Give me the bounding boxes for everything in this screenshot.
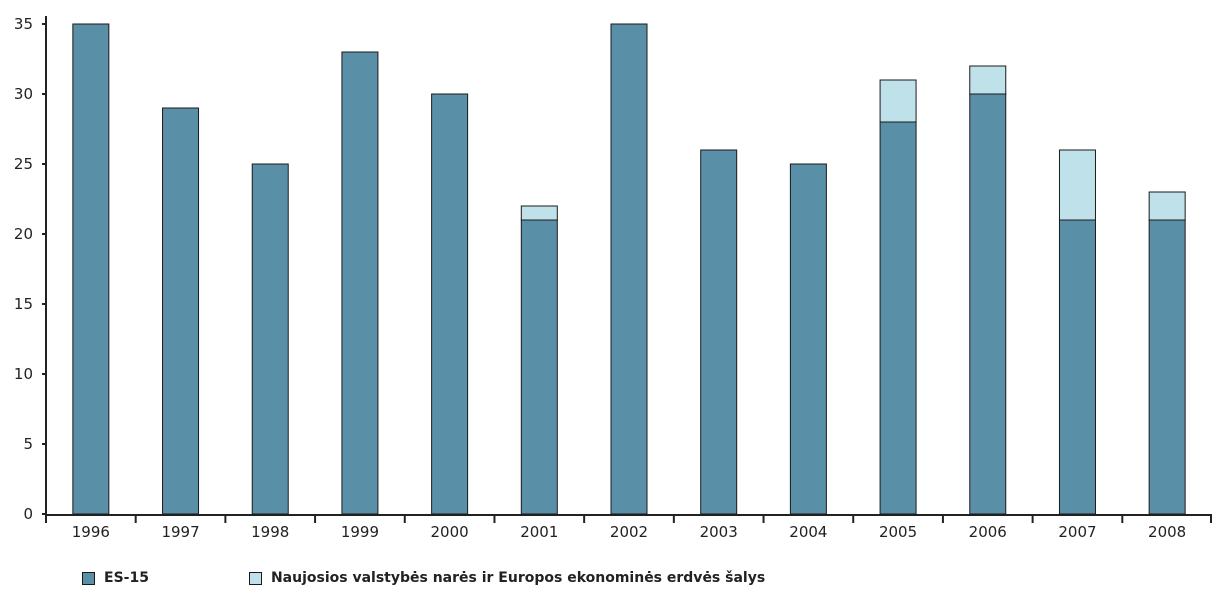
bar-es15 [969, 93, 1007, 515]
bar-es15 [431, 93, 469, 515]
bar-es15 [789, 163, 827, 515]
legend-label-es15: ES-15 [104, 570, 149, 586]
bar-es15 [341, 51, 379, 515]
y-tick-label: 30 [14, 85, 33, 103]
bar-es15 [520, 219, 558, 515]
y-tick-label: 5 [23, 435, 33, 453]
y-tick-label: 25 [14, 155, 33, 173]
bar-es15 [610, 23, 648, 515]
x-tick-label: 1997 [161, 523, 199, 541]
x-tick-label: 2005 [879, 523, 917, 541]
bar-new-members [1058, 149, 1096, 221]
legend-swatch-es15 [82, 571, 95, 585]
x-tick-label: 2000 [431, 523, 469, 541]
legend-swatch-new-members [248, 571, 262, 585]
bar-new-members [1148, 191, 1186, 221]
x-tick-label: 2003 [700, 523, 738, 541]
x-tick-label: 2006 [969, 523, 1007, 541]
x-tick-label: 2008 [1148, 523, 1186, 541]
bar-new-members [520, 205, 558, 221]
bar-es15 [162, 107, 200, 515]
bars [72, 23, 1186, 515]
y-axis: 0 5 10 15 20 25 30 35 [14, 15, 47, 523]
x-tick-label: 2004 [789, 523, 827, 541]
y-tick-label: 35 [14, 15, 33, 33]
x-tick-label: 2007 [1058, 523, 1096, 541]
legend-label-new-members: Naujosios valstybės narės ir Europos eko… [270, 570, 766, 586]
bar-es15 [72, 23, 110, 515]
bar-new-members [969, 65, 1007, 95]
x-tick-label: 1999 [341, 523, 379, 541]
bar-es15 [251, 163, 289, 515]
y-tick-label: 20 [14, 225, 33, 243]
x-tick-label: 1996 [72, 523, 110, 541]
y-tick-label: 0 [23, 505, 33, 523]
bar-new-members [879, 79, 917, 123]
legend: ES-15 Naujosios valstybės narės ir Europ… [82, 568, 765, 588]
x-tick-label: 2001 [520, 523, 558, 541]
x-tick-label: 1998 [251, 523, 289, 541]
legend-item-es15: ES-15 [82, 570, 149, 586]
x-tick-label: 2002 [610, 523, 648, 541]
bar-es15 [1058, 219, 1096, 515]
bar-es15 [879, 121, 917, 515]
y-tick-label: 10 [14, 365, 33, 383]
bar-es15 [1148, 219, 1186, 515]
bar-es15 [700, 149, 738, 515]
y-tick-label: 15 [14, 295, 33, 313]
x-axis: 1996 1997 1998 1999 2000 2001 2002 2003 2004 2005… [45, 514, 1212, 541]
legend-item-new-members: Naujosios valstybės narės ir Europos eko… [248, 570, 766, 586]
bar-chart: 0 5 10 15 20 25 30 35 1996 1997 1998 1999 2000 2001 2… [14, 15, 1212, 541]
